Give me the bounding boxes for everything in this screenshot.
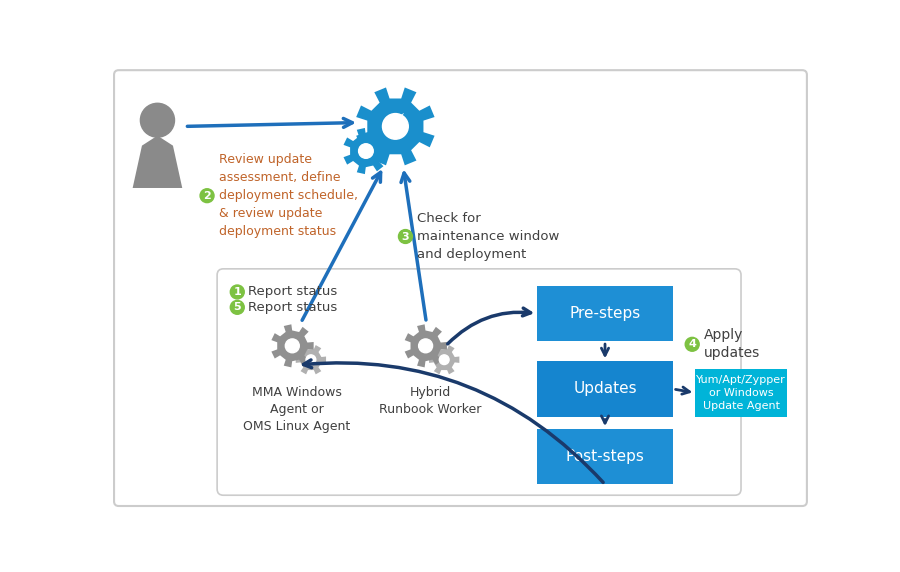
Circle shape bbox=[200, 189, 214, 202]
Text: Hybrid
Runbook Worker: Hybrid Runbook Worker bbox=[379, 386, 482, 416]
Polygon shape bbox=[344, 128, 389, 174]
Bar bbox=[537, 362, 673, 416]
FancyArrowPatch shape bbox=[601, 416, 608, 423]
Text: Post-steps: Post-steps bbox=[565, 449, 644, 464]
Circle shape bbox=[140, 104, 175, 137]
FancyArrowPatch shape bbox=[676, 387, 689, 394]
Text: Review update
assessment, define
deployment schedule,
& review update
deployment: Review update assessment, define deploym… bbox=[219, 153, 357, 238]
FancyArrowPatch shape bbox=[302, 172, 381, 320]
FancyArrowPatch shape bbox=[447, 308, 531, 344]
Circle shape bbox=[418, 339, 433, 353]
Circle shape bbox=[358, 144, 374, 158]
Text: 2: 2 bbox=[203, 190, 211, 201]
Text: Check for
maintenance window
and deployment: Check for maintenance window and deploym… bbox=[417, 212, 560, 261]
Text: Apply
updates: Apply updates bbox=[704, 328, 760, 360]
Polygon shape bbox=[132, 136, 182, 188]
Text: MMA Windows
Agent or
OMS Linux Agent: MMA Windows Agent or OMS Linux Agent bbox=[243, 386, 351, 433]
Text: 5: 5 bbox=[233, 303, 241, 312]
Circle shape bbox=[439, 355, 449, 364]
Circle shape bbox=[382, 114, 409, 139]
Polygon shape bbox=[429, 345, 459, 374]
Polygon shape bbox=[405, 324, 447, 367]
Text: 1: 1 bbox=[233, 287, 241, 297]
Text: Yum/Apt/Zypper
or Windows
Update Agent: Yum/Apt/Zypper or Windows Update Agent bbox=[697, 375, 786, 411]
Text: Pre-steps: Pre-steps bbox=[570, 306, 641, 321]
Circle shape bbox=[399, 229, 412, 244]
FancyArrowPatch shape bbox=[601, 344, 608, 355]
Polygon shape bbox=[272, 324, 314, 367]
Circle shape bbox=[685, 337, 699, 351]
Circle shape bbox=[306, 355, 316, 364]
Bar bbox=[537, 286, 673, 341]
Circle shape bbox=[285, 339, 300, 353]
Bar bbox=[696, 369, 787, 416]
Text: 4: 4 bbox=[688, 339, 696, 349]
FancyArrowPatch shape bbox=[303, 360, 603, 482]
FancyArrowPatch shape bbox=[187, 118, 352, 128]
Circle shape bbox=[230, 285, 244, 299]
Polygon shape bbox=[356, 88, 435, 165]
Bar bbox=[537, 429, 673, 484]
Circle shape bbox=[230, 300, 244, 314]
Text: Report status: Report status bbox=[248, 285, 338, 299]
Text: ⚡: ⚡ bbox=[384, 113, 406, 142]
FancyBboxPatch shape bbox=[217, 269, 741, 495]
Polygon shape bbox=[296, 345, 326, 374]
Text: 3: 3 bbox=[401, 232, 410, 241]
Text: Updates: Updates bbox=[573, 382, 637, 396]
Text: Report status: Report status bbox=[248, 301, 338, 314]
FancyBboxPatch shape bbox=[114, 70, 807, 506]
FancyArrowPatch shape bbox=[401, 173, 426, 320]
